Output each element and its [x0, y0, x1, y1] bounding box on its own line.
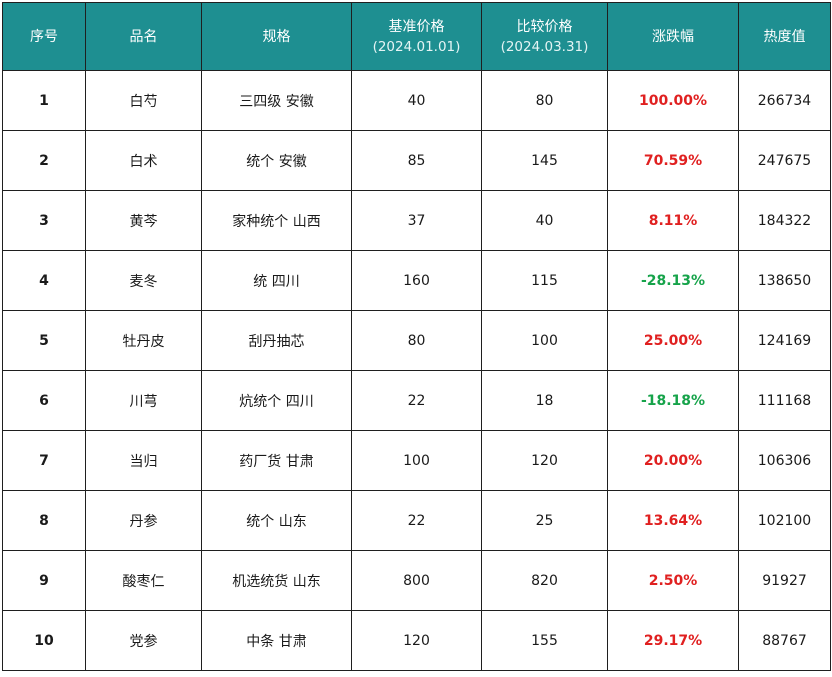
cell-name: 牡丹皮 [85, 310, 202, 371]
table-row: 3 黄芩 家种统个 山西 37 40 8.11% 184322 [2, 190, 831, 251]
cell-heat: 91927 [738, 550, 831, 611]
cell-name: 酸枣仁 [85, 550, 202, 611]
cell-base-price: 160 [351, 250, 482, 311]
cell-spec: 统个 安徽 [201, 130, 352, 191]
cell-index: 9 [2, 550, 86, 611]
table-row: 9 酸枣仁 机选统货 山东 800 820 2.50% 91927 [2, 550, 831, 611]
cell-base-price: 37 [351, 190, 482, 251]
table-body: 1 白芍 三四级 安徽 40 80 100.00% 266734 2 白术 统个 安徽 85 145 7… [2, 70, 831, 671]
cell-index: 3 [2, 190, 86, 251]
header-compare-price-label: 比较价格 [516, 18, 573, 35]
table-row: 2 白术 统个 安徽 85 145 70.59% 247675 [2, 130, 831, 191]
table-row: 1 白芍 三四级 安徽 40 80 100.00% 266734 [2, 70, 831, 131]
cell-change: 29.17% [607, 610, 739, 671]
cell-name: 党参 [85, 610, 202, 671]
cell-change: 25.00% [607, 310, 739, 371]
cell-name: 丹参 [85, 490, 202, 551]
cell-spec: 药厂货 甘肃 [201, 430, 352, 491]
cell-index: 4 [2, 250, 86, 311]
header-spec: 规格 [201, 2, 352, 71]
cell-heat: 106306 [738, 430, 831, 491]
cell-heat: 111168 [738, 370, 831, 431]
cell-name: 白术 [85, 130, 202, 191]
cell-name: 麦冬 [85, 250, 202, 311]
cell-base-price: 22 [351, 370, 482, 431]
cell-index: 10 [2, 610, 86, 671]
cell-name: 白芍 [85, 70, 202, 131]
cell-compare-price: 40 [481, 190, 608, 251]
cell-heat: 102100 [738, 490, 831, 551]
cell-spec: 三四级 安徽 [201, 70, 352, 131]
cell-base-price: 85 [351, 130, 482, 191]
header-compare-price: 比较价格 (2024.03.31) [481, 2, 608, 71]
table-row: 4 麦冬统 四川 160 115 -28.13% 138650 [2, 250, 831, 311]
cell-heat: 124169 [738, 310, 831, 371]
cell-spec: 家种统个 山西 [201, 190, 352, 251]
cell-index: 8 [2, 490, 86, 551]
cell-heat: 184322 [738, 190, 831, 251]
header-heat: 热度值 [738, 2, 831, 71]
cell-base-price: 80 [351, 310, 482, 371]
cell-spec: 统 四川 [201, 250, 352, 311]
cell-compare-price: 100 [481, 310, 608, 371]
table-header: 序号 品名 规格 基准价格 (2024.01.01) 比较价格 (2024.03… [2, 2, 831, 71]
cell-base-price: 120 [351, 610, 482, 671]
cell-base-price: 40 [351, 70, 482, 131]
cell-index: 7 [2, 430, 86, 491]
header-base-price-label: 基准价格 [388, 18, 445, 35]
cell-name: 川芎 [85, 370, 202, 431]
cell-compare-price: 145 [481, 130, 608, 191]
cell-spec: 统个 山东 [201, 490, 352, 551]
cell-heat: 88767 [738, 610, 831, 671]
cell-compare-price: 25 [481, 490, 608, 551]
cell-change: -28.13% [607, 250, 739, 311]
cell-change: 20.00% [607, 430, 739, 491]
cell-heat: 138650 [738, 250, 831, 311]
cell-spec: 中条 甘肃 [201, 610, 352, 671]
cell-heat: 266734 [738, 70, 831, 131]
cell-index: 6 [2, 370, 86, 431]
header-row: 序号 品名 规格 基准价格 (2024.01.01) 比较价格 (2024.03… [2, 2, 831, 71]
cell-change: 2.50% [607, 550, 739, 611]
cell-change: 70.59% [607, 130, 739, 191]
cell-heat: 247675 [738, 130, 831, 191]
cell-compare-price: 120 [481, 430, 608, 491]
table-row: 10 党参 中条 甘肃 120 155 29.17% 88767 [2, 610, 831, 671]
cell-index: 1 [2, 70, 86, 131]
table-row: 5 牡丹皮 刮丹抽芯 80 100 25.00% 124169 [2, 310, 831, 371]
header-name: 品名 [85, 2, 202, 71]
cell-compare-price: 155 [481, 610, 608, 671]
header-base-price: 基准价格 (2024.01.01) [351, 2, 482, 71]
header-idx: 序号 [2, 2, 86, 71]
header-compare-date: (2024.03.31) [500, 38, 589, 55]
cell-compare-price: 115 [481, 250, 608, 311]
cell-change: -18.18% [607, 370, 739, 431]
cell-spec: 刮丹抽芯 [201, 310, 352, 371]
table-row: 6 川芎 炕统个 四川 22 18 -18.18% 111168 [2, 370, 831, 431]
cell-name: 黄芩 [85, 190, 202, 251]
cell-index: 2 [2, 130, 86, 191]
cell-base-price: 22 [351, 490, 482, 551]
cell-compare-price: 80 [481, 70, 608, 131]
cell-change: 100.00% [607, 70, 739, 131]
cell-change: 13.64% [607, 490, 739, 551]
cell-index: 5 [2, 310, 86, 371]
cell-compare-price: 18 [481, 370, 608, 431]
cell-compare-price: 820 [481, 550, 608, 611]
cell-base-price: 800 [351, 550, 482, 611]
cell-spec: 炕统个 四川 [201, 370, 352, 431]
cell-base-price: 100 [351, 430, 482, 491]
cell-spec: 机选统货 山东 [201, 550, 352, 611]
table-row: 7 当归 药厂货 甘肃 100 120 20.00% 106306 [2, 430, 831, 491]
table-row: 8 丹参 统个 山东 22 25 13.64% 102100 [2, 490, 831, 551]
header-base-date: (2024.01.01) [372, 38, 461, 55]
header-change: 涨跌幅 [607, 2, 739, 71]
cell-change: 8.11% [607, 190, 739, 251]
cell-name: 当归 [85, 430, 202, 491]
